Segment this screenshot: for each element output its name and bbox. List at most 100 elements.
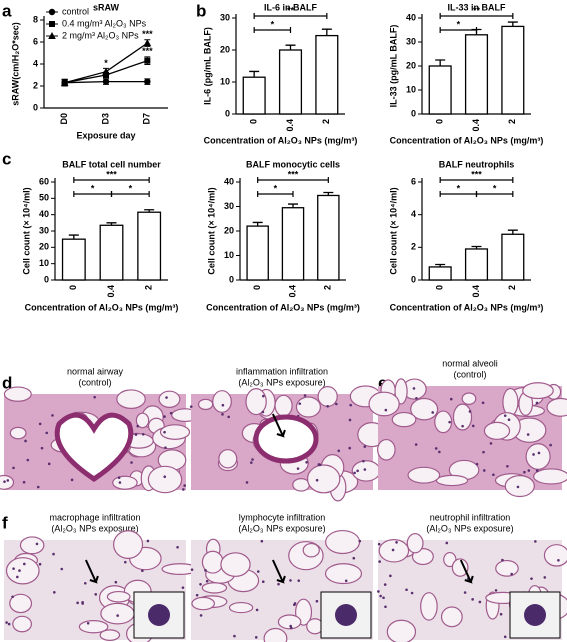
nucleus	[141, 432, 145, 436]
error-bar	[471, 245, 482, 249]
x-tick-label: 0.4	[106, 285, 116, 298]
bar	[501, 233, 525, 281]
chart-title: IL-33 in BALF	[448, 2, 507, 12]
error-bar	[288, 203, 298, 208]
annotation: *	[104, 58, 108, 68]
tissue-space	[543, 544, 567, 567]
x-tick-label: 0.4	[471, 119, 481, 132]
x-tick-label: 0.4	[287, 285, 297, 298]
tissue-space	[504, 475, 535, 498]
tissue-space	[386, 619, 417, 642]
chart-title: BALF monocytic cells	[246, 159, 340, 169]
tissue-space	[302, 542, 320, 558]
tissue-space	[201, 582, 228, 594]
nucleus	[165, 396, 168, 399]
nucleus	[448, 420, 451, 424]
error-bar	[252, 221, 263, 227]
inset-cell	[524, 604, 546, 626]
nucleus	[377, 542, 381, 546]
bar	[278, 49, 303, 115]
x-axis-label: Concentration of Al₂O₃ NPs (mg/m³)	[390, 302, 544, 312]
nucleus	[182, 488, 185, 491]
nucleus	[164, 446, 167, 449]
tissue-space	[292, 477, 311, 492]
tissue-space	[212, 390, 232, 413]
tissue-space	[410, 397, 439, 421]
nucleus	[195, 593, 199, 597]
nucleus	[204, 569, 207, 572]
nucleus	[503, 635, 507, 639]
annotation: ***	[142, 29, 153, 39]
nucleus	[189, 405, 193, 408]
nucleus	[363, 445, 367, 448]
bar	[137, 211, 162, 281]
nucleus	[395, 541, 398, 544]
nucleus	[501, 558, 504, 562]
nucleus	[277, 582, 280, 586]
nucleus	[507, 418, 511, 422]
nucleus	[12, 466, 15, 470]
nucleus	[23, 562, 26, 566]
nucleus	[260, 539, 264, 543]
tissue-space	[135, 412, 150, 429]
inset-cell	[148, 604, 170, 626]
nucleus	[169, 411, 173, 415]
nucleus	[45, 431, 49, 435]
tissue-space	[5, 557, 40, 585]
micrograph-subcaption: (control)	[453, 369, 486, 379]
nucleus	[11, 595, 14, 599]
micrograph-caption: lymphocyte infiltration	[239, 512, 326, 522]
nucleus	[123, 560, 127, 564]
chart-title: IL-6 in BALF	[264, 2, 317, 12]
nucleus	[383, 583, 387, 586]
x-tick-label: D3	[100, 113, 110, 125]
nucleus	[245, 481, 249, 484]
nucleus	[492, 473, 495, 477]
y-tick-label: 10	[406, 84, 416, 94]
tissue-space	[19, 536, 45, 555]
y-tick-label: 4	[411, 209, 416, 219]
micrograph	[189, 385, 387, 502]
micrograph-caption: normal alveoli	[442, 358, 498, 368]
x-tick-label: D0	[59, 113, 69, 125]
nucleus	[349, 403, 352, 407]
nucleus	[537, 451, 541, 455]
y-tick-label: 20	[406, 60, 416, 70]
y-tick-label: 10	[39, 258, 49, 268]
micrograph	[368, 378, 567, 498]
nucleus	[190, 568, 194, 571]
nucleus	[199, 582, 202, 586]
error-bar	[507, 21, 518, 27]
nucleus	[410, 591, 414, 595]
x-axis-label: Concentration of Al₂O₃ NPs (mg/m³)	[206, 302, 360, 312]
tissue-space	[407, 466, 441, 484]
y-tick-label: 40	[406, 12, 416, 22]
tissue-space	[434, 410, 453, 434]
nucleus	[481, 401, 485, 405]
y-tick-label: 40	[224, 176, 234, 186]
x-axis-label: Exposure day	[76, 130, 135, 140]
tissue-space	[440, 606, 463, 628]
nucleus	[482, 450, 485, 454]
y-axis-label: IL-33 (pg/mL BALF)	[388, 25, 398, 108]
x-tick-label: 2	[507, 119, 517, 124]
micrograph	[377, 533, 567, 642]
y-tick-label: 2	[33, 80, 38, 90]
x-tick-label: 2	[144, 285, 154, 290]
nucleus	[298, 402, 302, 405]
nucleus	[543, 576, 547, 579]
tissue-space	[147, 465, 183, 494]
y-tick-label: 0	[44, 274, 49, 284]
y-axis-label: Cell count (× 10⁴/ml)	[388, 187, 398, 274]
point	[144, 78, 151, 85]
error-bar	[144, 209, 155, 213]
tissue-space	[420, 592, 438, 621]
nucleus	[35, 542, 39, 546]
nucleus	[358, 539, 362, 543]
nucleus	[356, 469, 359, 473]
sig-bracket	[253, 27, 292, 33]
sig-bracket	[257, 177, 329, 183]
sig-label: *	[457, 19, 461, 29]
legend-label: 2 mg/m³ Al₂O₃ NPs	[62, 30, 139, 40]
point	[143, 39, 152, 47]
